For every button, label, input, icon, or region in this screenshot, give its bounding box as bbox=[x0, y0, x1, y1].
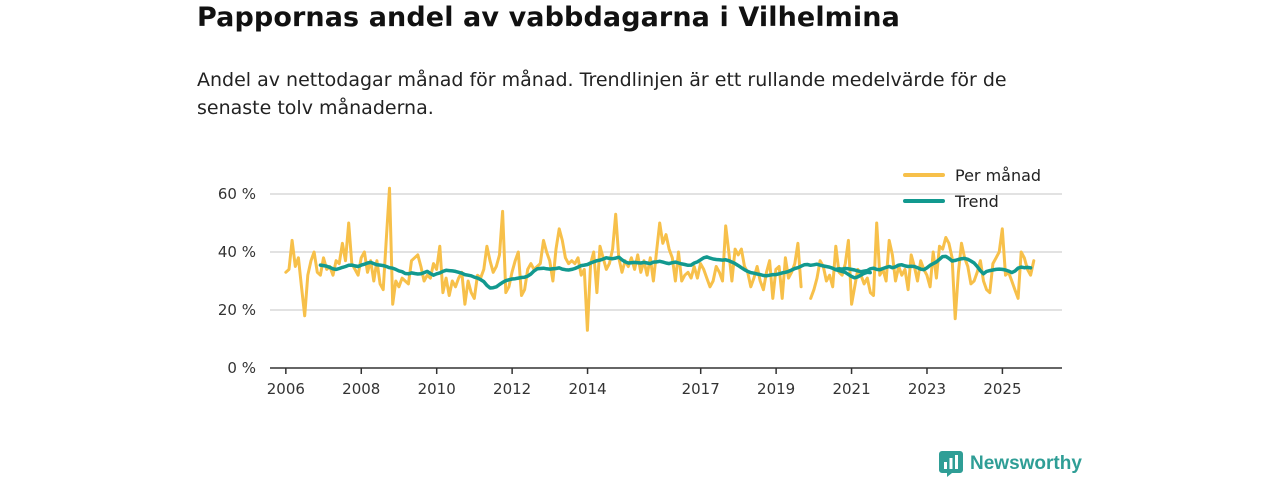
chart-title: Pappornas andel av vabbdagarna i Vilhelm… bbox=[197, 2, 900, 33]
x-tick-label: 2021 bbox=[832, 380, 870, 398]
series-line-trend bbox=[834, 254, 1033, 276]
x-tick-label: 2019 bbox=[757, 380, 795, 398]
newsworthy-logo-icon bbox=[939, 451, 963, 477]
series-lines bbox=[284, 186, 1036, 332]
grid-lines bbox=[270, 193, 1062, 311]
x-tick-label: 2017 bbox=[682, 380, 720, 398]
y-tick-label: 20 % bbox=[218, 301, 256, 319]
legend-label-trend: Trend bbox=[954, 192, 999, 211]
x-tick-label: 2006 bbox=[267, 380, 305, 398]
x-tick-label: 2008 bbox=[342, 380, 380, 398]
y-tick-label: 0 % bbox=[227, 359, 256, 377]
y-tick-labels: 0 % 20 % 40 % 60 % bbox=[218, 185, 256, 377]
newsworthy-logo: Newsworthy bbox=[939, 451, 1082, 477]
newsworthy-logo-text: Newsworthy bbox=[970, 453, 1082, 474]
series-line-per-manad bbox=[809, 221, 1036, 321]
series-line-per-manad bbox=[284, 186, 803, 332]
legend: Per månad Trend bbox=[903, 166, 1041, 211]
y-tick-label: 60 % bbox=[218, 185, 256, 203]
y-tick-label: 40 % bbox=[218, 243, 256, 261]
x-tick-label: 2010 bbox=[418, 380, 456, 398]
x-axis: 2006 2008 2010 2012 2014 2017 2019 2021 2023 2025 bbox=[267, 367, 1062, 398]
x-tick-label: 2023 bbox=[908, 380, 946, 398]
x-tick-label: 2012 bbox=[493, 380, 531, 398]
series-line-trend bbox=[318, 255, 872, 290]
legend-label-per-manad: Per månad bbox=[955, 166, 1041, 185]
chart-subtitle: Andel av nettodagar månad för månad. Tre… bbox=[197, 69, 1007, 119]
x-tick-label: 2014 bbox=[568, 380, 606, 398]
x-tick-label: 2025 bbox=[983, 380, 1021, 398]
